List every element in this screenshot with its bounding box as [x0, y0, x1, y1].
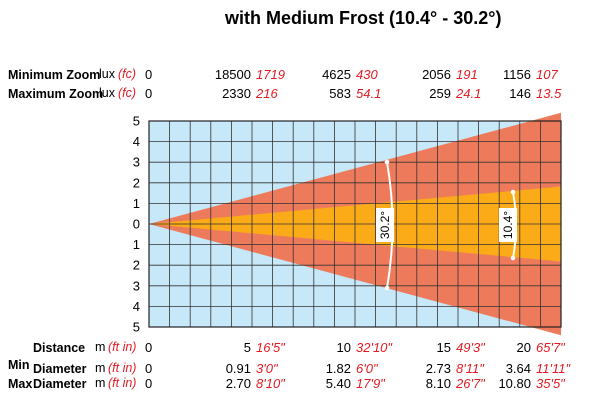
distance-ft-15: 49'3": [456, 340, 485, 355]
min-diameter-ft-5: 3'0": [256, 361, 278, 376]
min-zoom-lux-10m: 4625: [322, 67, 351, 82]
distance-label: Distance: [33, 341, 86, 355]
min-diameter-m-15: 2.73: [425, 361, 451, 376]
min-diameter-m-10: 1.82: [325, 361, 351, 376]
wide-angle-label: 30.2°: [378, 211, 392, 239]
min-diameter-ft-10: 6'0": [356, 361, 378, 376]
max-diameter-ft-15: 26'7": [456, 376, 485, 391]
y-tick-label: 4: [133, 134, 140, 149]
max-diameter-unit-ftin: (ft in): [108, 376, 137, 390]
max-diameter-ft-10: 17'9": [356, 376, 385, 391]
wide-angle-label-box: [376, 208, 394, 242]
min-diameter-label-prefix: Min: [8, 358, 30, 372]
distance-ft-20: 65'7": [536, 340, 565, 355]
y-tick-label: 3: [133, 278, 140, 293]
min-diameter-label: Diameter: [33, 362, 87, 376]
y-axis-ticks: 5 4 3 2 1 0 1 2 3 4 5: [133, 114, 140, 335]
max-zoom-lux-15m: 259: [429, 86, 451, 101]
min-diameter-ft-15: 8'11": [456, 361, 484, 376]
narrow-angle-label-box: [499, 208, 517, 242]
distance-ft-10: 32'10": [356, 340, 393, 355]
y-tick-label: 3: [133, 155, 140, 170]
min-zoom-unit-fc: (fc): [118, 67, 137, 81]
max-zoom-label: Maximum Zoom: [8, 87, 104, 101]
y-tick-label: 5: [133, 114, 140, 129]
distance-unit-m: m: [95, 340, 106, 354]
y-tick-label: 1: [133, 196, 140, 211]
diagram-grid: [149, 121, 561, 327]
min-zoom-lux-5m: 18500: [214, 67, 251, 82]
distance-unit-ftin: (ft in): [108, 340, 137, 354]
min-zoom-label: Minimum Zoom: [8, 68, 101, 82]
diagram-border: [148, 120, 562, 328]
max-zoom-lux-5m: 2330: [222, 86, 251, 101]
max-zoom-lux-10m: 583: [329, 86, 351, 101]
distance-m-15: 15: [436, 340, 451, 355]
max-diameter-unit-m: m: [95, 376, 106, 390]
max-zoom-fc-10m: 54.1: [356, 86, 382, 101]
max-diameter-m-5: 2.70: [225, 376, 251, 391]
min-diameter-unit-m: m: [95, 361, 106, 375]
narrow-angle-label: 10.4°: [501, 211, 515, 239]
min-zoom-fc-15m: 191: [456, 67, 478, 82]
distance-m-10: 10: [336, 340, 351, 355]
distance-m-20: 20: [516, 340, 531, 355]
min-zoom-lux-15m: 2056: [422, 67, 451, 82]
max-zoom-fc-5m: 216: [256, 86, 278, 101]
y-tick-label: 0: [133, 217, 140, 232]
y-tick-label: 2: [133, 175, 140, 190]
min-diameter-unit-ftin: (ft in): [108, 361, 137, 375]
distance-ft-5: 16'5": [256, 340, 285, 355]
y-tick-label: 1: [133, 237, 140, 252]
y-tick-label: 5: [133, 320, 140, 335]
max-diameter-zero: 0: [145, 376, 153, 391]
max-zoom-unit-fc: (fc): [118, 86, 137, 100]
max-diameter-label-prefix: Max: [8, 377, 33, 391]
distance-m-5: 5: [243, 340, 251, 355]
page-title: with Medium Frost (10.4° - 30.2°): [225, 8, 502, 28]
min-diameter-m-20: 3.64: [505, 361, 531, 376]
min-diameter-zero: 0: [145, 361, 153, 376]
y-tick-label: 4: [133, 299, 140, 314]
max-zoom-lux-20m: 146: [509, 86, 531, 101]
narrow-angle-arc-end-bottom: [510, 255, 516, 261]
max-diameter-ft-5: 8'10": [256, 376, 285, 391]
distance-zero: 0: [145, 340, 153, 355]
min-zoom-lux-20m: 1156: [503, 67, 531, 82]
max-zoom-unit-lux: lux: [99, 86, 115, 100]
min-zoom-fc-5m: 1719: [256, 67, 285, 82]
wide-angle-arc-end-top: [384, 159, 390, 165]
max-diameter-m-10: 5.40: [325, 376, 351, 391]
min-zoom-fc-20m: 107: [536, 67, 558, 82]
max-diameter-m-15: 8.10: [425, 376, 451, 391]
narrow-angle-arc-end-top: [510, 189, 516, 195]
min-zoom-zero: 0: [145, 67, 153, 82]
wide-angle-arc-end-bottom: [384, 285, 390, 291]
max-zoom-fc-15m: 24.1: [456, 86, 482, 101]
max-zoom-fc-20m: 13.5: [536, 86, 562, 101]
min-diameter-ft-20: 11'11": [536, 361, 571, 376]
max-zoom-zero: 0: [145, 86, 153, 101]
max-diameter-label: Diameter: [33, 377, 87, 391]
max-diameter-ft-20: 35'5": [536, 376, 565, 391]
min-zoom-fc-10m: 430: [356, 67, 378, 82]
y-tick-label: 2: [133, 258, 140, 273]
min-diameter-m-5: 0.91: [225, 361, 251, 376]
max-diameter-m-20: 10.80: [498, 376, 531, 391]
min-zoom-unit-lux: lux: [99, 67, 115, 81]
